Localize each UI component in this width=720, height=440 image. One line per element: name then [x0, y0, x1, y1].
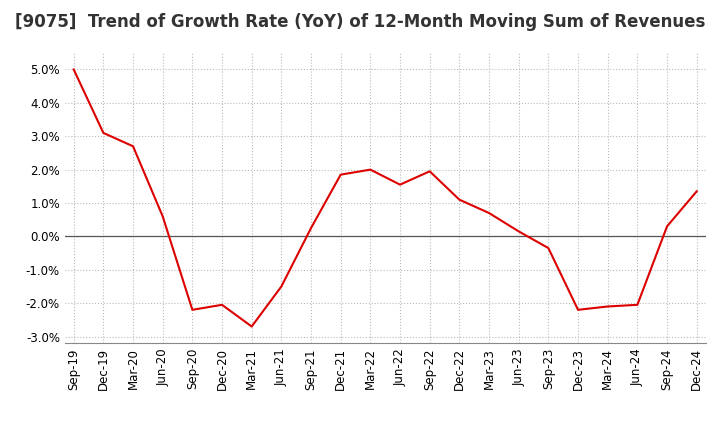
Text: [9075]  Trend of Growth Rate (YoY) of 12-Month Moving Sum of Revenues: [9075] Trend of Growth Rate (YoY) of 12-… — [15, 13, 705, 31]
